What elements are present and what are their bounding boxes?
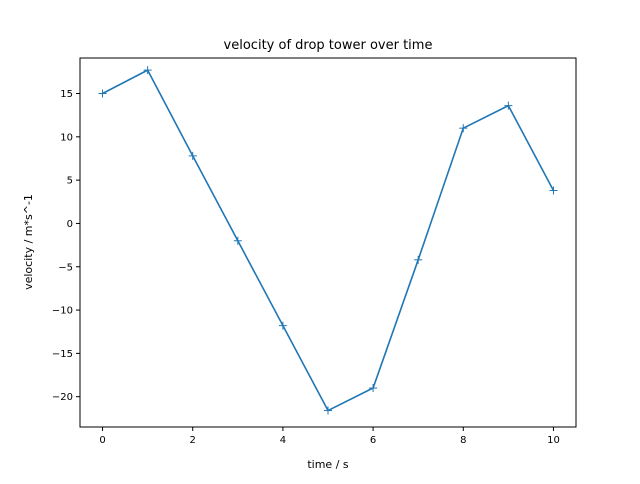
x-tick-label: 4	[280, 435, 286, 446]
data-point-marker	[549, 186, 558, 195]
data-point-marker	[459, 124, 468, 133]
y-tick-label: −15	[52, 349, 73, 360]
data-point-marker	[233, 236, 242, 245]
x-tick-label: 0	[99, 435, 105, 446]
y-tick-label: 5	[67, 176, 73, 187]
data-point-marker	[143, 66, 152, 75]
data-point-marker	[188, 151, 197, 160]
y-tick-label: 0	[67, 219, 73, 230]
plot-area	[98, 66, 558, 415]
y-axis-label: velocity / m*s^-1	[22, 194, 35, 290]
axes-frame	[79, 57, 577, 428]
x-tick-label: 2	[190, 435, 196, 446]
x-axis-ticks: 0 2 4 6 8 10	[99, 427, 560, 446]
series-line	[102, 69, 555, 412]
y-tick-label: 10	[60, 132, 73, 143]
x-tick-label: 6	[370, 435, 376, 446]
data-point-marker	[278, 321, 287, 330]
x-tick-label: 10	[547, 435, 560, 446]
y-tick-label: −20	[52, 392, 73, 403]
y-tick-label: 15	[60, 89, 73, 100]
chart-title: velocity of drop tower over time	[224, 38, 433, 53]
x-axis-label: time / s	[307, 458, 349, 471]
data-point-marker	[324, 406, 332, 415]
data-point-marker	[369, 384, 378, 393]
x-tick-label: 8	[460, 435, 466, 446]
y-tick-label: −5	[58, 262, 73, 273]
y-tick-label: −10	[52, 306, 73, 317]
y-axis-ticks: 15 10 5 0 −5 −10 −15 −20	[52, 89, 80, 403]
data-point-marker	[414, 255, 423, 264]
data-point-marker	[504, 101, 513, 110]
data-point-marker	[98, 89, 107, 98]
